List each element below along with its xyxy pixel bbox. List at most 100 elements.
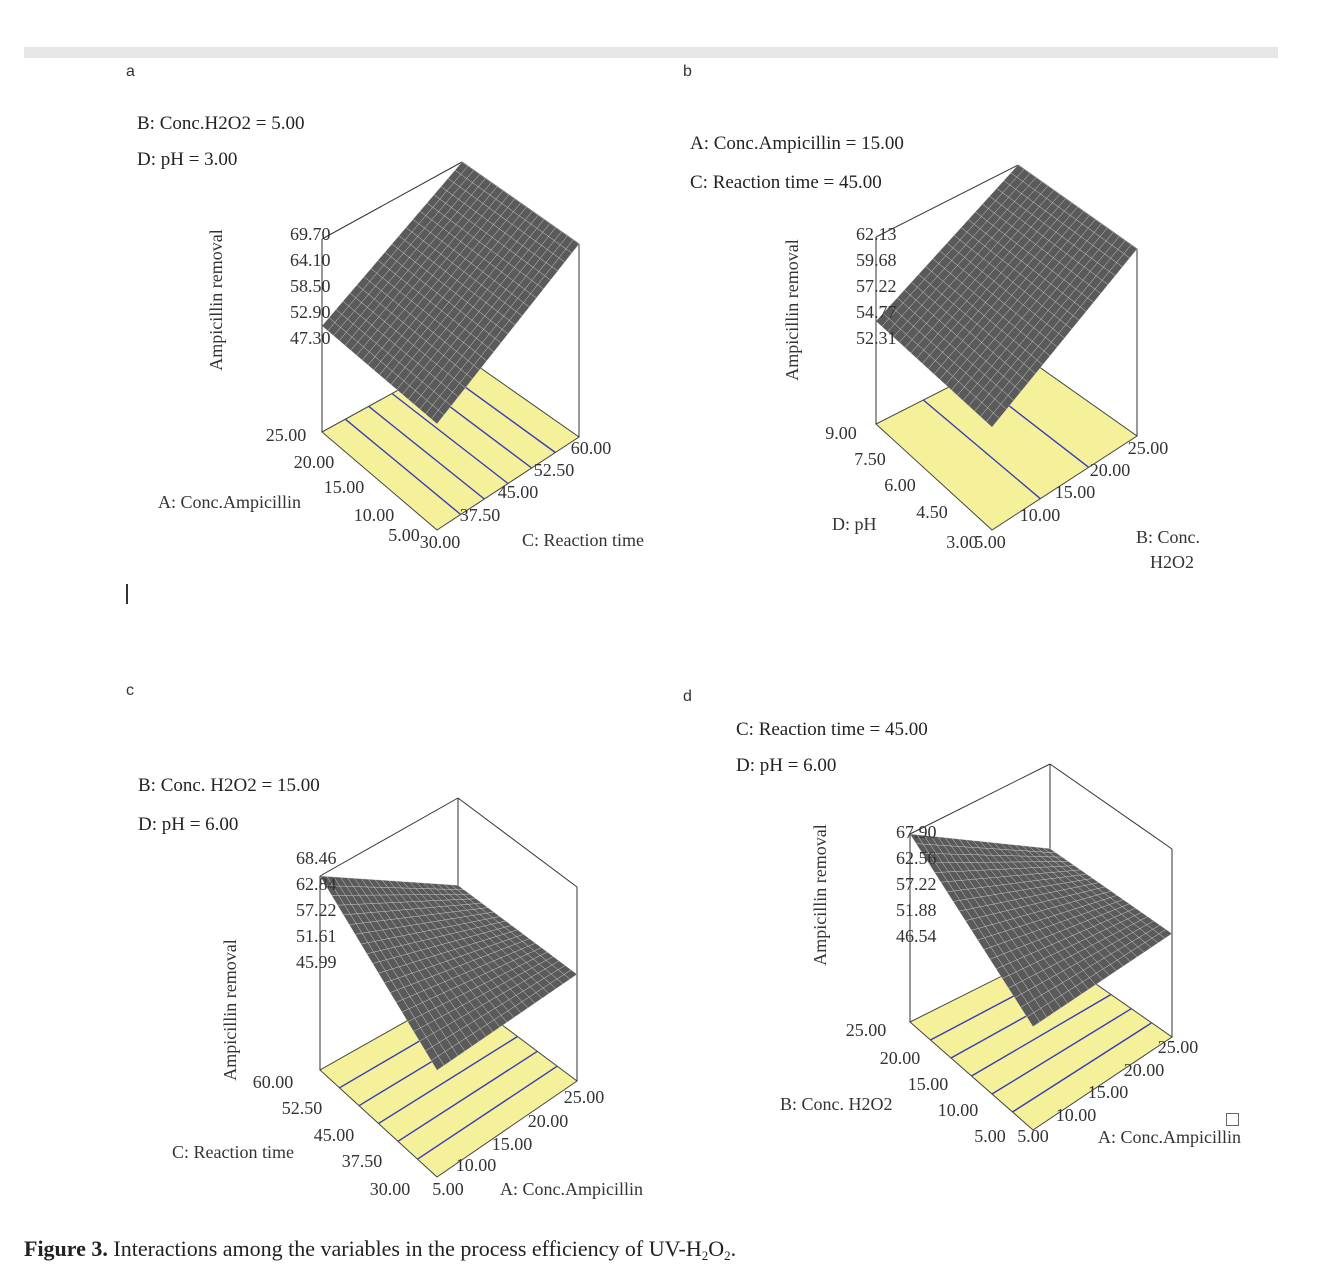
caption-text: Interactions among the variables in the … (107, 1236, 702, 1261)
x-tick-label: 52.50 (282, 1098, 323, 1118)
x-tick-label: 45.00 (314, 1125, 355, 1145)
response-surface-mesh-2 (319, 875, 578, 1071)
contour-line (344, 418, 462, 516)
z-tick-label: 64.10 (290, 250, 331, 270)
fixed-factor-a-2: D: pH = 3.00 (137, 149, 238, 170)
z-tick-label: 62.13 (856, 224, 897, 244)
y-tick-label: 10.00 (456, 1155, 497, 1175)
y-tick-label: 45.00 (498, 482, 539, 502)
x-tick-label: 60.00 (253, 1072, 294, 1092)
x-tick-label: 6.00 (884, 475, 916, 495)
surface-facet (1042, 847, 1057, 854)
x-tick-label: 25.00 (846, 1020, 887, 1040)
fixed-factor-b-1: A: Conc.Ampicillin = 15.00 (690, 133, 904, 154)
z-tick-label: 62.56 (896, 848, 937, 868)
axis-box-edge (875, 164, 1019, 238)
checkbox-icon[interactable] (1226, 1113, 1239, 1126)
x-tick-label: 5.00 (388, 525, 420, 545)
y-tick-label: 15.00 (1055, 482, 1096, 502)
fixed-factor-b-2: C: Reaction time = 45.00 (690, 172, 882, 193)
x-tick-label: 30.00 (370, 1179, 411, 1199)
x-axis-label: A: Conc.Ampicillin (158, 492, 301, 512)
x-tick-label: 10.00 (354, 505, 395, 525)
z-axis-label: Ampicillin removal (220, 939, 240, 1080)
y-tick-label: 20.00 (528, 1111, 569, 1131)
figure-caption: Figure 3. Interactions among the variabl… (24, 1236, 736, 1264)
z-tick-label: 57.22 (856, 276, 897, 296)
y-tick-label: 5.00 (1017, 1126, 1049, 1146)
y-tick-label: 60.00 (571, 438, 612, 458)
x-tick-label: 5.00 (974, 1126, 1006, 1146)
x-axis-label: C: Reaction time (172, 1142, 294, 1162)
z-tick-label: 51.88 (896, 900, 937, 920)
x-tick-label: 4.50 (916, 502, 948, 522)
contour-line (391, 392, 509, 485)
contour-line (971, 993, 1112, 1077)
axis-box-edge (909, 763, 1051, 835)
panel-label-a: a (126, 63, 135, 80)
z-tick-label: 47.30 (290, 328, 331, 348)
z-tick-label: 67.90 (896, 822, 937, 842)
z-tick-label: 57.22 (896, 874, 937, 894)
y-axis-label: A: Conc.Ampicillin (500, 1179, 643, 1199)
contour-line (368, 405, 485, 500)
y-tick-label: 5.00 (432, 1179, 464, 1199)
y-axis-label: B: Conc. (1136, 527, 1200, 547)
z-tick-label: 46.54 (896, 926, 937, 946)
caption-end: . (730, 1236, 737, 1261)
caption-o: O (708, 1236, 725, 1261)
contour-line (922, 399, 1041, 500)
z-tick-label: 68.46 (296, 848, 337, 868)
y-tick-label: 37.50 (460, 505, 501, 525)
top-divider-bar (24, 47, 1278, 58)
fixed-factor-d-1: C: Reaction time = 45.00 (736, 719, 928, 740)
z-tick-label: 52.90 (290, 302, 331, 322)
x-tick-label: 10.00 (938, 1100, 979, 1120)
y-tick-label: 20.00 (1090, 460, 1131, 480)
y-tick-label: 5.00 (974, 532, 1006, 552)
caption-sub-2: 2 (724, 1248, 731, 1263)
fixed-factor-c-1: B: Conc. H2O2 = 15.00 (138, 775, 320, 796)
surface-facet (454, 161, 469, 175)
z-tick-label: 45.99 (296, 952, 337, 972)
contour-line (1012, 1022, 1153, 1113)
y-tick-label: 52.50 (534, 460, 575, 480)
y-tick-label: 15.00 (1088, 1082, 1129, 1102)
contour-line (397, 1050, 538, 1142)
y-tick-label: 20.00 (1124, 1060, 1165, 1080)
z-tick-label: 62.84 (296, 874, 337, 894)
y-axis-label: C: Reaction time (522, 530, 644, 550)
response-surface-mesh-3 (909, 833, 1173, 1027)
contour-line (991, 1008, 1132, 1095)
panel-label-d: d (683, 688, 692, 705)
y-tick-label: 25.00 (564, 1087, 605, 1107)
x-tick-label: 20.00 (294, 452, 335, 472)
z-tick-label: 52.31 (856, 328, 897, 348)
axis-box-edge (321, 161, 463, 240)
fixed-factor-a-1: B: Conc.H2O2 = 5.00 (137, 113, 305, 134)
z-tick-label: 59.68 (856, 250, 897, 270)
surface-facet (450, 884, 465, 890)
z-tick-label: 57.22 (296, 900, 337, 920)
panel-label-b: b (683, 63, 692, 80)
x-tick-label: 3.00 (946, 532, 978, 552)
y-tick-label: 10.00 (1056, 1105, 1097, 1125)
z-axis-label: Ampicillin removal (206, 229, 226, 370)
y-tick-label: 10.00 (1020, 505, 1061, 525)
x-axis-label: D: pH (832, 514, 877, 534)
z-tick-label: 58.50 (290, 276, 331, 296)
axis-box-edge (457, 797, 578, 888)
x-tick-label: 15.00 (324, 477, 365, 497)
fixed-factor-d-2: D: pH = 6.00 (736, 755, 837, 776)
contour-line (417, 1065, 558, 1160)
z-tick-label: 69.70 (290, 224, 331, 244)
x-tick-label: 20.00 (880, 1048, 921, 1068)
z-tick-label: 51.61 (296, 926, 337, 946)
x-tick-label: 7.50 (854, 449, 886, 469)
z-axis-label: Ampicillin removal (782, 239, 802, 380)
fixed-factor-c-2: D: pH = 6.00 (138, 814, 239, 835)
